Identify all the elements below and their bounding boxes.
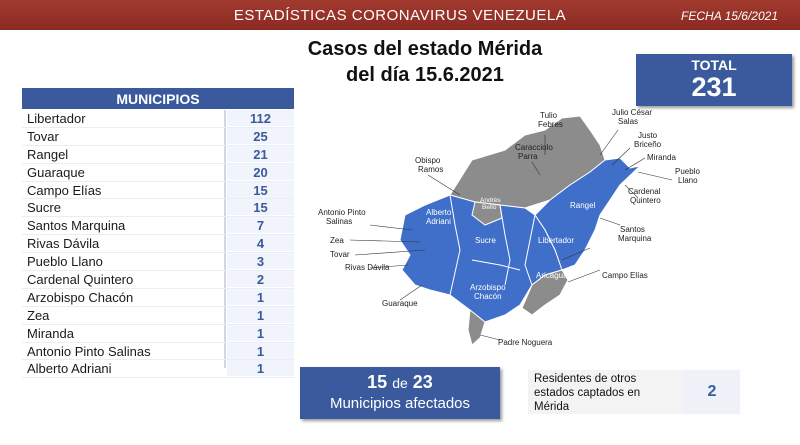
map-label-guaraque: Guaraque (382, 299, 418, 308)
table-row: Rangel 21 (22, 145, 294, 164)
affected-of: de (392, 375, 408, 391)
map-leader-lines (349, 129, 673, 341)
affected-total: 23 (412, 372, 433, 392)
map-borders (449, 194, 536, 296)
row-name: Guaraque (27, 164, 85, 180)
map-label-zea: Zea (330, 236, 344, 245)
map-label-aricagua: Aricagua (536, 271, 568, 280)
row-name: Antonio Pinto Salinas (27, 343, 151, 359)
map-label-rangel: Rangel (570, 201, 596, 210)
row-name: Tovar (27, 128, 59, 144)
row-name: Zea (27, 307, 50, 323)
map-label-justo: Justo Briceño (634, 131, 662, 149)
row-cases: 2 (227, 271, 294, 288)
map-label-obispo: Obispo Ramos (415, 156, 443, 174)
merida-map: Tulio Febres Julio César Salas Justo Briceñ… (318, 108, 700, 347)
row-name: Arzobispo Chacón (27, 289, 134, 305)
table-row: Libertador 112 (22, 110, 294, 128)
total-box: TOTAL 231 (636, 54, 792, 106)
total-label: TOTAL (691, 57, 737, 73)
row-name: Pueblo Llano (27, 254, 103, 270)
map-label-santos: Santos Marquina (618, 225, 652, 243)
residents-label-line: estados captados en (534, 387, 641, 399)
table-row: Campo Elías 15 (22, 181, 294, 200)
map-label-tovar: Tovar (330, 250, 350, 259)
table-row: Pueblo Llano 3 (22, 253, 294, 272)
main-title-line1: Casos del estado Mérida (307, 38, 543, 60)
table-row: Tovar 25 (22, 127, 294, 146)
main-title: Casos del estado Mérida del día 15.6.202… (300, 36, 550, 88)
row-name: Libertador (27, 111, 86, 126)
map-label-pueblo-llano: Pueblo Llano (675, 167, 700, 185)
total-value: 231 (691, 72, 737, 102)
residents-label-line: Residentes de otros (534, 373, 637, 385)
municipios-header: MUNICIPIOS (22, 88, 294, 109)
table-row: Zea 1 (22, 306, 294, 325)
map-label-miranda: Miranda (647, 153, 676, 162)
row-name: Rangel (27, 146, 69, 162)
row-name: Alberto Adriani (27, 361, 112, 377)
map-region-andres-bello (471, 201, 503, 226)
residents-label: Residentes de otros estados captados en … (528, 370, 684, 414)
affected-count: 15 (367, 372, 388, 392)
row-cases: 15 (227, 181, 294, 198)
municipios-table: Libertador 112 Tovar 25 Rangel 21 Guaraque 2… (22, 110, 294, 379)
row-cases: 20 (227, 163, 294, 180)
map-label-antonio: Antonio Pinto Salinas (318, 208, 366, 226)
row-cases: 21 (227, 145, 294, 162)
residents-value: 2 (684, 370, 740, 414)
map-label-arzobispo: Arzobispo Chacón (470, 283, 506, 301)
affected-label: Municipios afectados (329, 395, 471, 412)
row-cases: 15 (227, 199, 294, 216)
header-bar: ESTADÍSTICAS CORONAVIRUS VENEZUELA FECHA… (0, 0, 800, 30)
row-name: Campo Elías (27, 182, 102, 198)
row-name: Cardenal Quintero (27, 272, 134, 288)
map-label-padre: Padre Noguera (498, 338, 553, 347)
map-label-caracciolo: Caracciolo Parra (515, 143, 553, 161)
map-label-campo: Campo Elías (602, 271, 648, 280)
row-cases: 7 (227, 217, 294, 234)
table-row: Santos Marquina 7 (22, 217, 294, 236)
row-name: Santos Marquina (27, 218, 126, 234)
row-name: Sucre (27, 200, 61, 216)
row-cases: 1 (227, 306, 294, 323)
table-row: Guaraque 20 (22, 163, 294, 182)
table-row: Alberto Adriani 1 (22, 360, 294, 379)
affected-count-line: 15 de 23 (300, 372, 500, 393)
row-cases: 3 (227, 253, 294, 270)
table-separator (224, 110, 226, 368)
table-row: Antonio Pinto Salinas 1 (22, 342, 294, 361)
header-title: ESTADÍSTICAS CORONAVIRUS VENEZUELA (233, 7, 567, 24)
row-cases: 1 (227, 342, 294, 359)
affected-box: 15 de 23 Municipios afectados (300, 367, 500, 419)
map-label-tulio: Tulio Febres (538, 111, 563, 129)
row-cases: 112 (227, 110, 294, 126)
map-label-alberto: Alberto Adriani (426, 208, 452, 226)
table-row: Cardenal Quintero 2 (22, 271, 294, 289)
table-row: Arzobispo Chacón 1 (22, 288, 294, 307)
row-cases: 1 (227, 360, 294, 377)
row-cases: 25 (227, 127, 294, 144)
map-label-sucre: Sucre (475, 236, 496, 245)
map-label-rivas: Rivas Dávila (345, 263, 390, 272)
map-region-aricagua (521, 269, 569, 316)
map-region-padre-noguera (467, 309, 486, 346)
residents-label-line: Mérida (534, 401, 570, 413)
row-cases: 1 (227, 288, 294, 305)
table-row: Sucre 15 (22, 199, 294, 218)
table-row: Miranda 1 (22, 324, 294, 343)
map-label-libertador: Libertador (538, 236, 574, 245)
row-cases: 1 (227, 324, 294, 341)
map-label-andres: Andrés Bello (480, 197, 501, 211)
map-label-julio: Julio César Salas (612, 108, 652, 126)
row-cases: 4 (227, 235, 294, 252)
main-title-line2: del día 15.6.2021 (346, 64, 504, 86)
table-row: Rivas Dávila 4 (22, 235, 294, 254)
row-name: Rivas Dávila (27, 236, 100, 252)
header-date: FECHA 15/6/2021 (681, 9, 778, 23)
map-label-cardenal: Cardenal Quintero (628, 187, 661, 205)
row-name: Miranda (27, 325, 74, 341)
